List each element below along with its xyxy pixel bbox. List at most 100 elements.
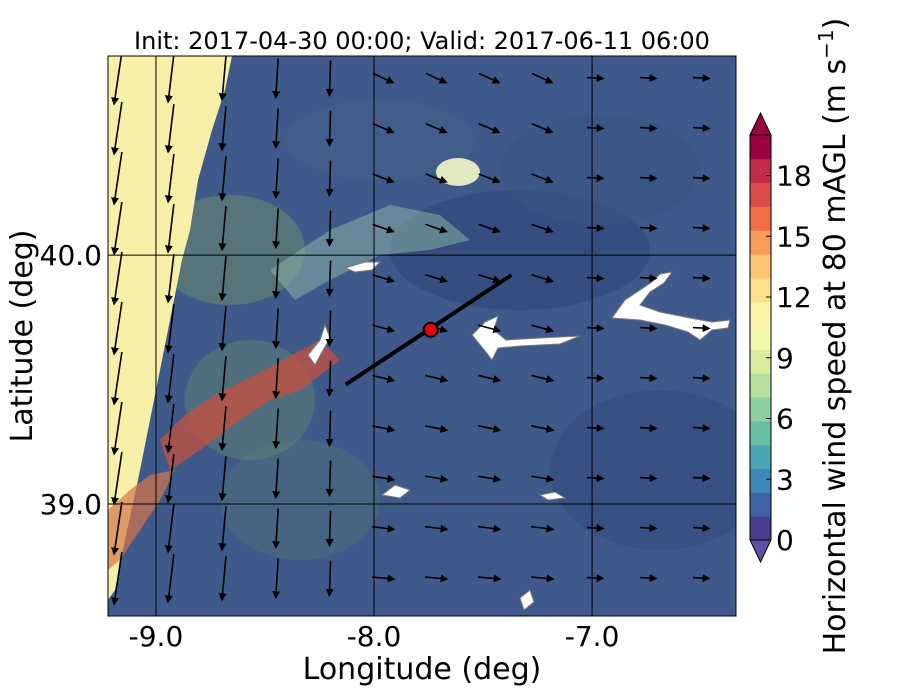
wind-vector-arrow [372,173,395,184]
colorbar-tick-labels: 0 3 6 9 12 15 18 [766,160,812,557]
wind-vector-arrow [425,374,449,383]
colorbar-frame [749,134,772,541]
wind-vector-arrow [325,410,334,448]
colorbar-tick-label: 12 [776,281,812,314]
wind-vector-arrow [371,524,396,533]
wind-vector-arrow [111,501,123,556]
wind-vector-arrow [424,524,449,533]
colorbar-segment [750,373,771,398]
wind-vector-arrow [272,508,281,550]
x-tick-label: -9.0 [129,620,184,653]
wind-vector-arrow [372,474,396,483]
wind-vector-arrow [586,124,605,133]
wind-vector-arrow [692,124,711,133]
colorbar-extend-high [749,111,772,136]
wind-vector-arrow [692,524,711,533]
wind-vector-arrow [272,308,281,350]
terrain-patch [155,195,305,305]
lake [343,261,382,273]
wind-vector-arrow [530,524,555,533]
wind-vector-arrow [478,474,502,483]
wind-vector-arrow [164,404,175,454]
terrain-patch [380,360,560,500]
wind-vector-arrow [111,251,123,306]
colorbar-tick-label: 18 [776,160,812,193]
wind-vector-arrow [164,104,175,154]
wind-vector-arrow [372,122,395,134]
wind-vector-arrow [478,223,501,234]
high-wind-band [160,340,340,470]
y-tick-label: 39.0 [40,488,102,521]
wind-vector-arrow [639,474,658,483]
wind-vector-arrow [639,174,658,183]
wind-vector-arrow [325,110,334,148]
wind-vector-arrow [272,558,281,600]
wind-vector-arrow [692,574,711,583]
wind-vector-arrow [586,274,605,283]
wind-vector-arrow [586,424,605,433]
wind-vector-arrow [639,74,658,83]
wind-vector-arrow [531,72,554,84]
strong-wind-region [108,56,232,600]
wind-vector-arrow [325,260,334,298]
moderate-wind-ridge [270,205,470,300]
wind-vector-arrow [218,456,227,502]
wind-vector-arrow [586,574,605,583]
chart-title: Init: 2017-04-30 00:00; Valid: 2017-06-1… [134,27,710,55]
colorbar-segment [750,349,771,374]
wind-vector-arrow [218,106,227,152]
lake [380,484,412,499]
wind-vector-arrow [639,374,658,383]
local-wind-maximum [436,158,480,186]
wind-vector-arrow [692,224,711,233]
map-plot-area [108,56,736,616]
wind-vector-arrow [164,304,175,354]
plot-frame [107,55,737,617]
wind-vector-arrow [272,408,281,450]
colorbar-segment [750,182,771,207]
colorbar-segment [750,301,771,327]
wind-vector-arrow [531,122,554,134]
terrain-patch [285,100,475,180]
colorbar-segment [750,492,771,517]
wind-vector-arrow [425,173,448,184]
wind-vector-arrow [111,301,123,356]
lat-lon-gridlines [108,56,736,616]
wind-vector-arrow [424,574,449,583]
wind-vector-arrow [692,474,711,483]
wind-vector-arrow [111,351,123,406]
wind-vector-arrow [425,273,449,284]
wind-vector-arrow [111,401,123,456]
wind-vector-arrow [218,306,227,352]
colorbar-label-exponent: −1 [814,29,838,58]
wind-vector-arrow [164,354,175,404]
colorbar-segment [750,325,771,350]
wind-vector-arrow [639,224,658,233]
wind-vector-arrow [164,154,175,204]
colorbar-extend-low [749,539,772,564]
y-tick-labels: 39.0 40.0 [40,239,102,521]
wind-vector-arrow [164,554,175,604]
wind-vector-arrow [111,551,123,606]
wind-vector-arrow [272,258,281,300]
wind-vector-arrow [325,310,334,348]
wind-vector-arrow [218,256,227,302]
wind-vector-arrow [478,374,502,383]
wind-vector-arrow [425,72,448,84]
wind-vector-arrow [111,101,123,156]
colorbar-segment [750,230,771,255]
wind-vector-arrow [218,56,227,102]
y-axis-label: Latitude (deg) [5,230,40,443]
wind-vector-arrow [111,151,123,206]
wind-vector-arrow [478,424,502,433]
wind-vector-arrow [425,424,449,433]
wind-vector-arrow [639,274,658,283]
wind-vector-arrow [372,424,396,433]
colorbar-segment [750,206,771,231]
wind-vector-arrow [218,156,227,202]
wind-vector-arrow [477,524,502,533]
lake [471,315,581,361]
wind-vector-arrow [639,324,658,333]
colorbar-segment [750,516,771,541]
wind-vector-arrow [478,173,501,184]
